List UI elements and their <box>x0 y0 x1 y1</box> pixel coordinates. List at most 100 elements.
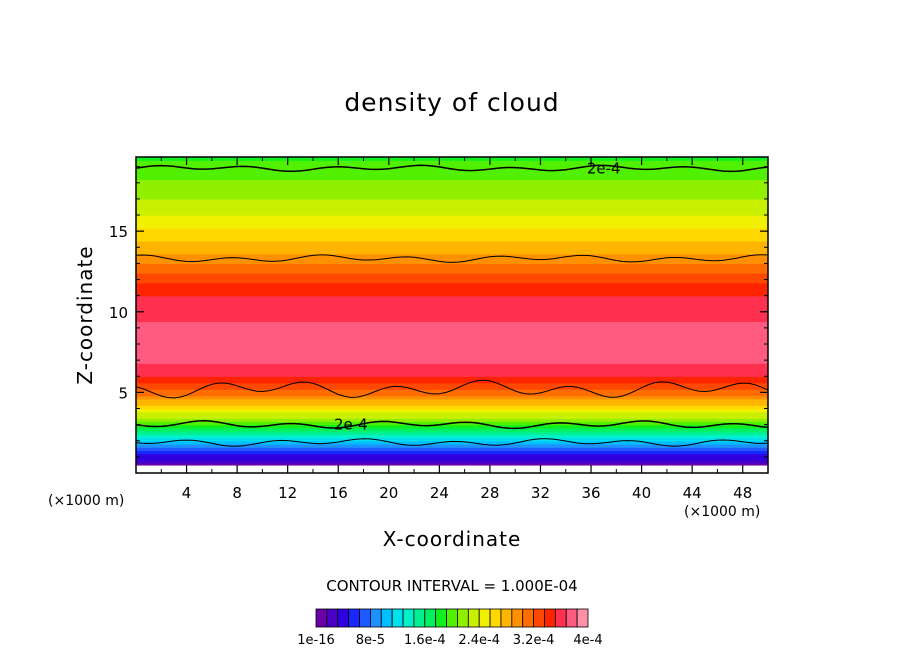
x-axis-ticks: 4 8 12 16 20 24 28 32 36 40 44 48 <box>160 157 752 502</box>
colorbar-tick-label: 3.2e-4 <box>513 633 555 648</box>
field-band <box>136 324 768 329</box>
colorbar-swatch <box>337 608 350 628</box>
colorbar-swatch <box>348 608 360 628</box>
field-band <box>136 418 768 423</box>
contour-interval-label: CONTOUR INTERVAL = 1.000E-04 <box>326 577 577 595</box>
y-axis-label: Z-coordinate <box>73 245 97 384</box>
field-band <box>136 427 768 432</box>
colorbar-swatch <box>511 608 524 628</box>
field-band <box>136 379 768 384</box>
field-band <box>136 240 768 245</box>
field-band <box>136 292 768 297</box>
field-band <box>136 244 768 248</box>
field-band <box>136 408 768 413</box>
field-band <box>136 327 768 332</box>
field-band <box>136 221 768 226</box>
field-band <box>136 385 768 390</box>
x-tick-label: 44 <box>683 484 702 502</box>
field-band <box>136 285 768 290</box>
field-band <box>136 340 768 345</box>
colorbar-tick-label: 4e-4 <box>573 633 602 648</box>
field-band <box>136 453 768 458</box>
field-band <box>136 169 768 174</box>
x-tick-label: 16 <box>329 484 348 502</box>
contour-label: 2e-4 <box>587 159 621 177</box>
colorbar-swatch <box>544 608 556 628</box>
x-tick-label: 32 <box>531 484 550 502</box>
x-tick-label: 28 <box>480 484 499 502</box>
colorbar-swatch <box>435 608 447 628</box>
field-band <box>136 414 768 419</box>
y-tick-label: 10 <box>109 304 128 322</box>
colorbar-tick-label: 1.6e-4 <box>404 633 446 648</box>
field-band <box>136 179 768 184</box>
field-band <box>136 344 768 348</box>
colorbar-swatch <box>413 608 426 628</box>
colorbar-tick-label: 1e-16 <box>297 633 335 648</box>
x-tick-label: 4 <box>182 484 192 502</box>
field-band <box>136 315 768 319</box>
y-axis-ticks: 5 10 15 <box>109 166 768 458</box>
field-band <box>136 373 768 377</box>
field-band <box>136 443 768 448</box>
field-band <box>136 186 768 190</box>
y-tick-label: 15 <box>109 223 128 241</box>
field-band <box>136 173 768 177</box>
field-band <box>136 276 768 281</box>
field-band <box>136 398 768 403</box>
colorbar-swatch <box>554 608 567 628</box>
field-band <box>136 269 768 274</box>
contour-line <box>135 438 769 447</box>
colorbar-tick-label: 2.4e-4 <box>458 633 500 648</box>
density-field <box>136 157 768 473</box>
field-band <box>136 350 768 355</box>
field-band <box>136 411 768 416</box>
colorbar <box>315 608 589 628</box>
field-band <box>136 376 768 381</box>
field-band <box>136 431 768 435</box>
field-band <box>136 331 768 335</box>
field-band <box>136 163 768 168</box>
x-tick-label: 48 <box>733 484 752 502</box>
field-band <box>136 234 768 239</box>
field-band <box>136 389 768 393</box>
contour-labels: 2e-4 2e-4 <box>334 159 621 434</box>
field-band <box>136 395 768 400</box>
field-band <box>136 157 768 161</box>
colorbar-swatch <box>380 608 393 628</box>
x-tick-label: 36 <box>581 484 600 502</box>
field-band <box>136 237 768 242</box>
field-band <box>136 353 768 358</box>
field-band <box>136 266 768 271</box>
colorbar-swatch <box>315 608 328 628</box>
field-band <box>136 369 768 374</box>
field-band <box>136 382 768 387</box>
field-band <box>136 424 768 429</box>
x-tick-label: 8 <box>232 484 242 502</box>
field-band <box>136 447 768 452</box>
field-band <box>136 215 768 219</box>
field-band <box>136 224 768 229</box>
field-band <box>136 211 768 216</box>
field-band <box>136 192 768 197</box>
field-band <box>136 463 768 466</box>
colorbar-swatch <box>522 608 534 628</box>
field-band <box>136 308 768 313</box>
field-band <box>136 334 768 339</box>
colorbar-swatch <box>391 608 404 628</box>
field-band <box>136 253 768 258</box>
field-band <box>136 176 768 181</box>
colorbar-swatch <box>457 608 469 628</box>
plot-frame <box>135 156 769 474</box>
x-tick-label: 24 <box>430 484 449 502</box>
colorbar-tick-labels: 1e-16 8e-5 1.6e-4 2.4e-4 3.2e-4 4e-4 <box>297 633 602 648</box>
x-axis-label: X-coordinate <box>383 527 522 551</box>
field-band <box>136 318 768 323</box>
field-band <box>136 198 768 203</box>
field-band <box>136 279 768 284</box>
contour-label: 2e-4 <box>334 416 368 434</box>
field-band <box>136 282 768 287</box>
field-band <box>136 337 768 342</box>
colorbar-swatch <box>576 608 589 628</box>
